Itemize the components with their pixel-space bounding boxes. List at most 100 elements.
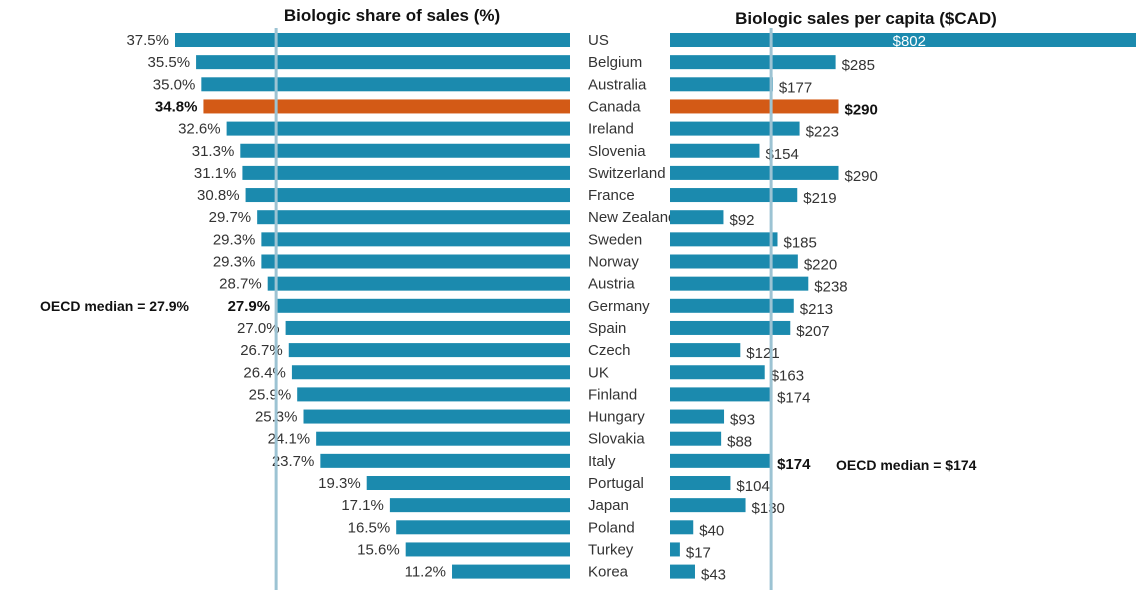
category-label-7: France <box>588 187 635 204</box>
category-label-5: Slovenia <box>588 143 646 160</box>
right-bar-12 <box>670 298 794 313</box>
category-label-13: Spain <box>588 320 626 337</box>
left-value-label-12: 27.9% <box>228 298 271 315</box>
category-label-18: Slovakia <box>588 431 645 448</box>
left-value-label-13: 27.0% <box>237 320 280 337</box>
left-bar-21 <box>389 498 570 513</box>
right-bar-7 <box>670 188 798 203</box>
right-value-label-7: $219 <box>803 190 836 207</box>
right-value-label-11: $238 <box>814 279 847 296</box>
left-value-label-0: 37.5% <box>126 32 169 49</box>
right-bar-15 <box>670 365 765 380</box>
right-value-label-2: $177 <box>779 79 812 96</box>
left-bar-0 <box>175 33 570 47</box>
right-bar-24 <box>670 564 695 579</box>
category-label-15: UK <box>588 364 609 381</box>
left-bar-3 <box>203 99 570 114</box>
right-value-label-10: $220 <box>804 257 837 274</box>
right-value-label-12: $213 <box>800 301 833 318</box>
right-value-label-14: $121 <box>746 345 779 362</box>
left-value-label-7: 30.8% <box>197 187 240 204</box>
category-labels: US Belgium Australia Canada Ireland Slovenia S… <box>588 32 676 581</box>
left-bar-13 <box>285 320 570 335</box>
right-chart: $802 $285 $177 $290 $223 $154 $290 $219 $92 $185 $… <box>670 28 1136 590</box>
category-label-17: Hungary <box>588 409 645 426</box>
right-value-label-13: $207 <box>796 323 829 340</box>
right-value-label-19: $174 <box>777 456 811 473</box>
right-bar-11 <box>670 276 809 291</box>
right-bar-5 <box>670 143 760 158</box>
left-value-label-1: 35.5% <box>148 54 191 71</box>
left-value-label-10: 29.3% <box>213 254 256 271</box>
right-value-label-3: $290 <box>845 101 878 118</box>
left-bar-24 <box>452 564 570 579</box>
left-bar-22 <box>396 520 570 535</box>
right-value-label-15: $163 <box>771 367 804 384</box>
left-value-label-3: 34.8% <box>155 98 198 115</box>
right-value-label-17: $93 <box>730 412 755 429</box>
right-bar-14 <box>670 343 741 358</box>
left-value-label-19: 23.7% <box>272 453 315 470</box>
left-bar-14 <box>288 343 570 358</box>
category-label-23: Turkey <box>588 541 634 558</box>
right-bar-9 <box>670 232 778 247</box>
left-bar-23 <box>405 542 570 557</box>
left-bar-2 <box>201 77 571 92</box>
right-bar-2 <box>670 77 773 92</box>
left-bar-11 <box>267 276 570 291</box>
category-label-8: New Zealand <box>588 209 676 226</box>
left-value-label-20: 19.3% <box>318 475 361 492</box>
left-chart-title: Biologic share of sales (%) <box>284 6 500 25</box>
left-value-label-23: 15.6% <box>357 541 400 558</box>
right-bar-1 <box>670 55 836 70</box>
left-bar-17 <box>303 409 570 424</box>
left-value-label-16: 25.9% <box>249 386 292 403</box>
left-value-label-8: 29.7% <box>209 209 252 226</box>
left-value-label-6: 31.1% <box>194 165 237 182</box>
category-label-6: Switzerland <box>588 165 666 182</box>
left-bar-20 <box>366 476 570 490</box>
category-label-21: Japan <box>588 497 629 514</box>
right-bar-23 <box>670 542 680 557</box>
category-label-11: Austria <box>588 276 635 293</box>
left-value-label-5: 31.3% <box>192 143 235 160</box>
category-label-12: Germany <box>588 298 650 315</box>
left-value-label-2: 35.0% <box>153 76 196 93</box>
right-value-label-24: $43 <box>701 567 726 584</box>
right-value-label-5: $154 <box>765 146 798 163</box>
left-value-label-14: 26.7% <box>240 342 283 359</box>
right-bar-19 <box>670 453 772 468</box>
left-bar-4 <box>226 121 570 136</box>
left-bar-5 <box>240 143 570 158</box>
left-value-label-22: 16.5% <box>348 519 391 536</box>
category-label-14: Czech <box>588 342 631 359</box>
right-value-label-1: $285 <box>842 57 875 74</box>
right-bar-6 <box>670 165 839 180</box>
right-value-label-16: $174 <box>777 389 810 406</box>
left-bar-6 <box>242 165 570 180</box>
right-value-label-21: $130 <box>752 500 785 517</box>
right-bar-20 <box>670 476 731 490</box>
category-label-24: Korea <box>588 564 629 581</box>
right-value-label-6: $290 <box>845 168 878 185</box>
left-value-label-15: 26.4% <box>243 364 286 381</box>
right-bar-10 <box>670 254 798 269</box>
left-value-label-18: 24.1% <box>268 431 311 448</box>
right-bar-8 <box>670 210 724 225</box>
left-bar-12 <box>276 298 570 313</box>
right-value-label-22: $40 <box>699 522 724 539</box>
right-median-annotation: OECD median = $174 <box>836 457 977 473</box>
left-bar-7 <box>245 188 570 203</box>
category-label-22: Poland <box>588 519 635 536</box>
left-bar-15 <box>291 365 570 380</box>
left-value-label-11: 28.7% <box>219 276 262 293</box>
left-bar-19 <box>320 453 570 468</box>
left-bar-16 <box>297 387 570 402</box>
right-bar-21 <box>670 498 746 513</box>
right-value-label-23: $17 <box>686 544 711 561</box>
right-value-label-8: $92 <box>729 212 754 229</box>
left-bar-10 <box>261 254 570 269</box>
category-label-2: Australia <box>588 76 647 93</box>
category-label-4: Ireland <box>588 121 634 138</box>
